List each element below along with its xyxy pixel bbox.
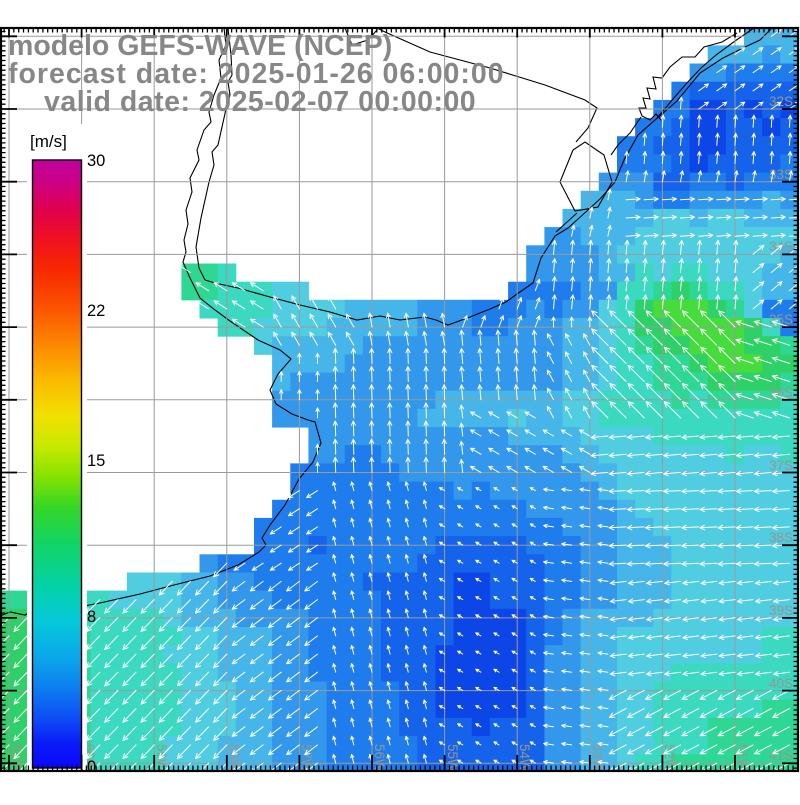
svg-text:valid date: 2025-02-07 00:00:0: valid date: 2025-02-07 00:00:00 (44, 86, 476, 118)
svg-text:8: 8 (87, 608, 96, 626)
svg-text:58W: 58W (227, 744, 242, 772)
svg-text:36S: 36S (769, 385, 793, 400)
svg-text:53W: 53W (590, 744, 605, 772)
svg-text:38S: 38S (769, 530, 793, 545)
svg-text:55W: 55W (445, 744, 460, 772)
svg-text:15: 15 (87, 452, 105, 470)
svg-text:41S: 41S (769, 748, 793, 763)
svg-text:54W: 54W (517, 744, 532, 772)
svg-text:40S: 40S (769, 676, 793, 691)
svg-text:37S: 37S (769, 458, 793, 473)
svg-text:22: 22 (87, 302, 105, 320)
svg-text:56W: 56W (372, 744, 387, 772)
svg-text:30: 30 (87, 152, 105, 170)
svg-text:[m/s]: [m/s] (30, 132, 67, 151)
svg-text:32S: 32S (769, 94, 793, 109)
svg-text:39S: 39S (769, 603, 793, 618)
